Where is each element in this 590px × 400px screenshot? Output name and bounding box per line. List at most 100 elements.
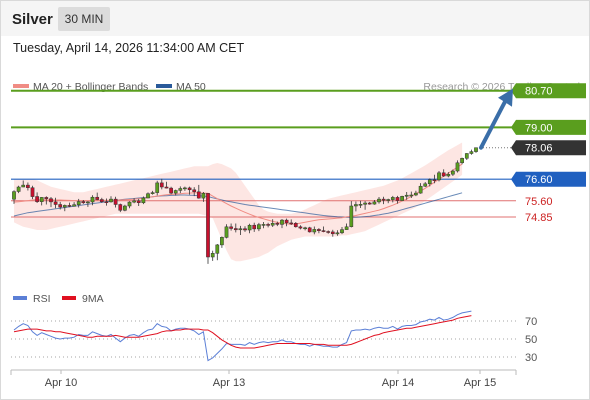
candle (155, 180, 160, 196)
candle-body (90, 196, 95, 203)
candle (109, 196, 113, 203)
candle-body (159, 182, 164, 188)
candle (252, 222, 257, 232)
candle (173, 189, 178, 196)
candle-body (44, 197, 49, 199)
rsi-ma9-line (13, 315, 472, 349)
ma50-line (13, 192, 463, 218)
candle-body (210, 253, 215, 258)
candle-body (72, 204, 76, 207)
candle-body (196, 191, 201, 199)
candle-body (21, 184, 26, 188)
candle (390, 195, 395, 203)
candle-body (340, 229, 344, 234)
candle-body (423, 183, 428, 187)
candle (340, 227, 344, 235)
candle-body (404, 194, 409, 197)
candle-body (169, 187, 173, 194)
candle-body (372, 201, 377, 205)
candle-body (104, 201, 109, 203)
time-axis: Apr 10 Apr 13 Apr 14 Apr 15 (10, 369, 517, 389)
candle-body (257, 224, 261, 230)
candle (257, 222, 261, 232)
candle-body (367, 202, 372, 205)
candle (81, 200, 86, 204)
candle (136, 198, 141, 206)
candle-body (321, 230, 326, 232)
resistance-level-label-1: 79.00 (525, 122, 553, 134)
candle-body (146, 193, 150, 199)
candle (26, 182, 30, 191)
resistance-level-label-0: 80.70 (525, 86, 553, 98)
candle (469, 149, 474, 155)
level-labels: 80.70 79.00 78.06 76.60 75.60 74.85 (511, 83, 586, 224)
candle (206, 193, 210, 264)
candle (76, 198, 81, 208)
candle (21, 180, 26, 188)
candle-body (432, 179, 437, 181)
candle-body (201, 193, 206, 199)
candle (372, 200, 377, 205)
candle-body (469, 151, 474, 154)
candle (441, 169, 446, 177)
candle (187, 186, 192, 195)
candle-body (95, 196, 100, 200)
time-tick-label-0: Apr 10 (45, 377, 77, 389)
pivot-level-tag-3 (511, 171, 586, 187)
candle (460, 157, 464, 165)
candle (427, 178, 432, 187)
candle-body (141, 197, 146, 204)
candle-body (229, 226, 233, 229)
candle-body (76, 201, 81, 205)
candle (284, 218, 289, 227)
candle-body (266, 224, 270, 226)
candle-body (270, 223, 275, 226)
candle (247, 223, 252, 234)
candle (414, 190, 418, 197)
candle (270, 219, 275, 227)
candle-body (303, 227, 307, 230)
time-tick-label-3: Apr 15 (464, 377, 496, 389)
candle (293, 222, 298, 228)
candle-body (86, 201, 90, 204)
resistance-level-tag-1 (511, 119, 586, 135)
candle (377, 197, 381, 204)
candle-body (220, 237, 224, 246)
candle (146, 192, 150, 199)
candle (220, 236, 224, 248)
candlestick-layer (12, 147, 478, 264)
candle (141, 196, 146, 205)
candle (354, 201, 358, 212)
candle-body (414, 192, 418, 196)
candle (432, 174, 437, 184)
candle-body (326, 231, 331, 233)
candle (192, 187, 197, 197)
candle (418, 183, 423, 194)
candle (409, 191, 414, 198)
candle (12, 190, 16, 204)
candle-body (113, 198, 118, 205)
candle (210, 250, 215, 261)
candle-body (275, 223, 280, 225)
candle-body (35, 196, 39, 202)
candle-body (62, 205, 67, 208)
candle-body (136, 200, 141, 203)
candle (474, 147, 478, 153)
candle (95, 192, 100, 201)
candle (53, 197, 58, 209)
chart-datetime: Tuesday, April 14, 2026 11:34:00 AM CET (13, 41, 245, 55)
rsi-legend: RSI 9MA (13, 293, 104, 305)
moving-average-layer (13, 163, 463, 225)
candle-body (330, 231, 335, 235)
candle (446, 172, 451, 178)
candle (437, 171, 441, 182)
support-level-label-4: 75.60 (525, 196, 553, 208)
candle-body (118, 204, 123, 211)
timeframe-badge[interactable]: 30 MIN (58, 7, 110, 31)
candle (127, 201, 132, 209)
candle-body (187, 187, 192, 191)
candle-body (164, 186, 169, 189)
rsi-level-label-30: 30 (525, 352, 537, 364)
candle (386, 198, 391, 204)
target-arrow-shaft (479, 99, 507, 150)
